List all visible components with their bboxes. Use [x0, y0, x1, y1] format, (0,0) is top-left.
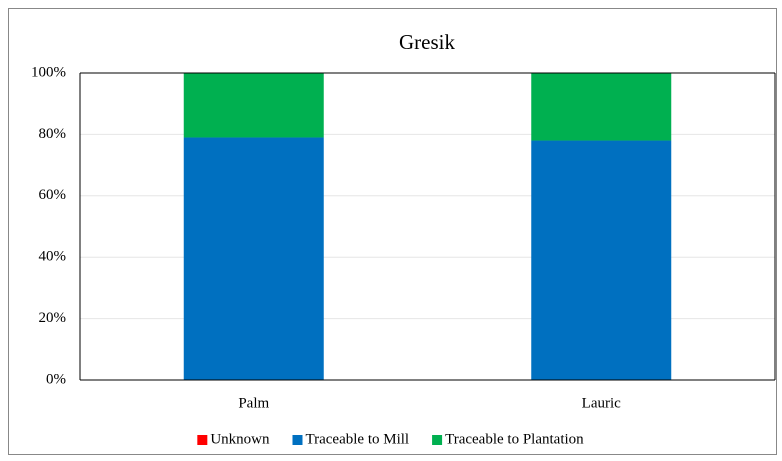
bar-segment	[531, 73, 672, 141]
legend-swatch	[432, 435, 443, 445]
y-tick-label: 0%	[46, 371, 66, 387]
legend-label: Traceable to Mill	[305, 431, 409, 447]
y-tick-label: 60%	[39, 187, 67, 203]
bar-segment	[531, 140, 672, 380]
bar-segment	[183, 73, 324, 138]
chart-title: Gresik	[399, 30, 455, 54]
y-tick-label: 40%	[39, 249, 67, 265]
legend-label: Traceable to Plantation	[445, 431, 584, 447]
legend-swatch	[292, 435, 303, 445]
legend-label: Unknown	[210, 431, 270, 447]
x-tick-label: Lauric	[582, 395, 621, 411]
y-tick-label: 20%	[39, 310, 67, 326]
bar-segment	[183, 137, 324, 380]
y-tick-label: 100%	[31, 64, 66, 80]
y-tick-label: 80%	[39, 126, 67, 142]
x-tick-label: Palm	[238, 395, 269, 411]
legend-swatch	[197, 435, 208, 445]
